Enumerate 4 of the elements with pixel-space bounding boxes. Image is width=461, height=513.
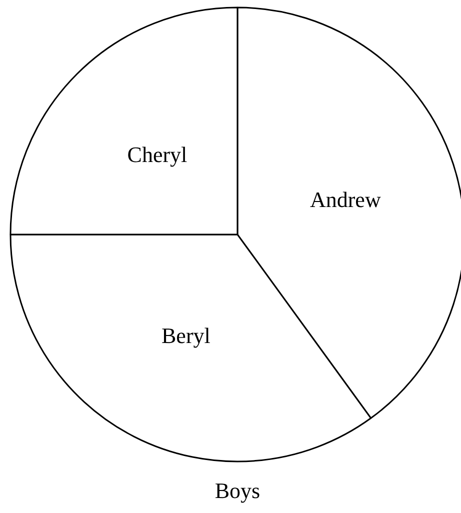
text: Boys (214, 478, 260, 504)
slice-label: Andrew (310, 186, 381, 212)
slice-label: Cheryl (127, 142, 188, 167)
slice-label: Beryl (162, 323, 210, 348)
